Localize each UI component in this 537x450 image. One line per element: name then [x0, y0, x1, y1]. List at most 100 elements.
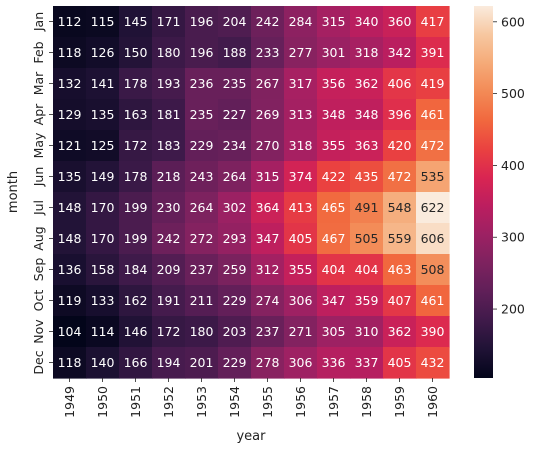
heatmap-cell [251, 192, 285, 224]
heatmap-cell [416, 130, 450, 162]
cell-value-label: 420 [388, 138, 412, 153]
heatmap-cell [86, 130, 120, 162]
heatmap-cell [86, 37, 120, 69]
cell-value-label: 432 [421, 355, 445, 370]
heatmap-cell [218, 161, 252, 193]
heatmap-cell [152, 37, 186, 69]
cell-value-label: 259 [223, 262, 247, 277]
heatmap-cell [86, 285, 120, 317]
cell-value-label: 336 [322, 355, 346, 370]
cell-value-label: 203 [223, 324, 247, 339]
heatmap-cell [218, 316, 252, 348]
heatmap-cell [317, 285, 351, 317]
cell-value-label: 118 [58, 355, 82, 370]
cell-value-label: 114 [91, 324, 115, 339]
heatmap-cell [53, 6, 87, 38]
heatmap-cell [218, 99, 252, 131]
heatmap-cell [317, 99, 351, 131]
cell-value-label: 318 [355, 45, 379, 60]
heatmap-cell [317, 161, 351, 193]
heatmap-cell [53, 316, 87, 348]
x-axis-ticks: 1949 1950 1951 1952 1953 1954 1955 1956 1957 1958… [62, 378, 440, 418]
cell-value-label: 419 [421, 76, 445, 91]
heatmap-cell [284, 254, 318, 286]
x-tick-label: 1955 [260, 386, 275, 418]
cell-value-label: 201 [190, 355, 214, 370]
cell-value-label: 405 [289, 231, 313, 246]
x-tick-label: 1950 [95, 386, 110, 418]
heatmap-cell [416, 285, 450, 317]
cell-value-label: 340 [355, 14, 379, 29]
heatmap-cell [53, 192, 87, 224]
heatmap-cell [317, 254, 351, 286]
heatmap-cell [185, 6, 219, 38]
colorbar-tick-label: 600 [501, 14, 525, 29]
heatmap-cell [86, 223, 120, 255]
cell-value-label: 348 [322, 107, 346, 122]
heatmap-cell [383, 347, 417, 379]
heatmap-cell [416, 254, 450, 286]
heatmap-cell [383, 130, 417, 162]
cell-value-label: 606 [421, 231, 445, 246]
heatmap-cell [152, 254, 186, 286]
cell-value-label: 118 [58, 45, 82, 60]
heatmap-cell [383, 68, 417, 100]
y-tick-label: Apr [31, 103, 46, 125]
heatmap-cell [119, 37, 153, 69]
cell-value-label: 355 [289, 262, 313, 277]
cell-value-label: 535 [421, 169, 445, 184]
heatmap-cell [53, 223, 87, 255]
heatmap-cells: 112 115 145 171 196 204 242 284 315 340 360 417 118 1… [53, 6, 450, 379]
heatmap-cell [251, 285, 285, 317]
cell-value-label: 305 [322, 324, 346, 339]
heatmap-cell [350, 99, 384, 131]
cell-value-label: 180 [157, 45, 181, 60]
cell-value-label: 278 [256, 355, 280, 370]
cell-value-label: 178 [124, 169, 148, 184]
heatmap-cell [284, 130, 318, 162]
cell-value-label: 302 [223, 200, 247, 215]
heatmap-cell [218, 6, 252, 38]
cell-value-label: 360 [388, 14, 412, 29]
cell-value-label: 306 [289, 293, 313, 308]
heatmap-cell [350, 192, 384, 224]
heatmap-cell [317, 6, 351, 38]
heatmap-cell [383, 37, 417, 69]
cell-value-label: 235 [223, 76, 247, 91]
heatmap-cell [152, 6, 186, 38]
cell-value-label: 269 [256, 107, 280, 122]
cell-value-label: 277 [289, 45, 313, 60]
heatmap-cell [251, 254, 285, 286]
heatmap-cell [284, 6, 318, 38]
x-tick-label: 1957 [326, 386, 341, 418]
x-tick-label: 1951 [128, 386, 143, 418]
heatmap-cell [383, 316, 417, 348]
heatmap-cell [119, 223, 153, 255]
cell-value-label: 306 [289, 355, 313, 370]
y-tick-label: Sep [31, 258, 46, 282]
cell-value-label: 233 [256, 45, 280, 60]
cell-value-label: 150 [124, 45, 148, 60]
cell-value-label: 405 [388, 355, 412, 370]
y-tick-label: Jul [31, 200, 46, 216]
heatmap-cell [383, 254, 417, 286]
heatmap-cell [53, 68, 87, 100]
cell-value-label: 235 [190, 107, 214, 122]
heatmap-cell [86, 68, 120, 100]
cell-value-label: 407 [388, 293, 412, 308]
heatmap-cell [284, 316, 318, 348]
heatmap-cell [350, 347, 384, 379]
heatmap-cell [416, 347, 450, 379]
y-axis-label: month [6, 171, 21, 213]
heatmap-cell [86, 6, 120, 38]
heatmap-cell [383, 99, 417, 131]
heatmap-cell [251, 99, 285, 131]
cell-value-label: 135 [58, 169, 82, 184]
heatmap-cell [119, 68, 153, 100]
heatmap-cell [53, 99, 87, 131]
heatmap-cell [284, 37, 318, 69]
heatmap-cell [152, 161, 186, 193]
cell-value-label: 406 [388, 76, 412, 91]
heatmap-cell [218, 285, 252, 317]
cell-value-label: 171 [157, 14, 181, 29]
